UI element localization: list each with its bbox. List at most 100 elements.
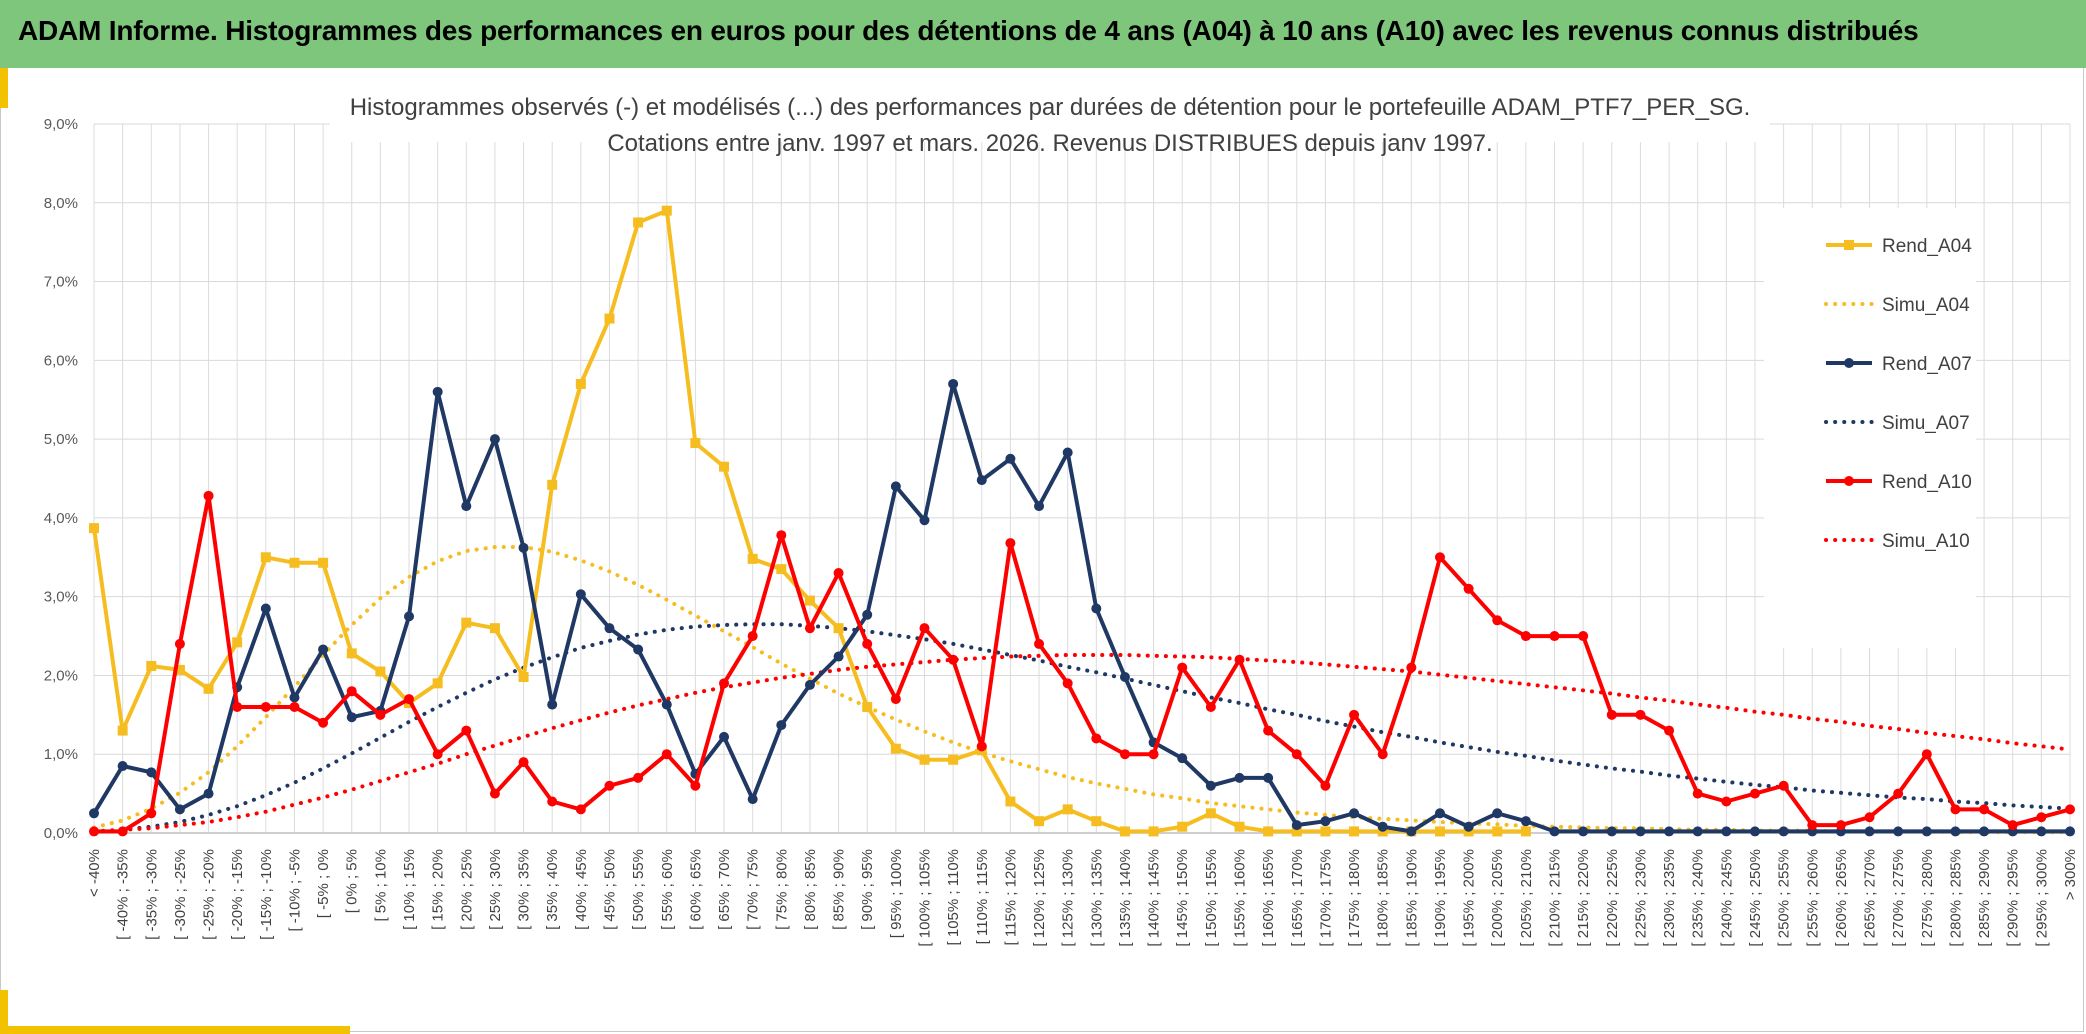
data-point-Rend_A04 [547,479,558,490]
data-point-Rend_A10 [1664,725,1675,736]
data-point-Rend_A04 [232,637,243,648]
data-point-Rend_A10 [1062,678,1073,689]
x-tick-label: [ 125% ; 130% [1060,849,1077,947]
data-point-Rend_A04 [289,557,300,568]
x-tick-label: [ -5% ; 0% [315,849,332,918]
data-point-Rend_A10 [1005,538,1016,549]
x-tick-label: [ 275% ; 280% [1919,849,1936,947]
data-point-Rend_A04 [174,664,185,675]
data-point-Rend_A10 [1520,631,1531,642]
data-point-Rend_A10 [489,788,500,799]
data-point-Rend_A04 [719,461,730,472]
y-tick-label: 6,0% [44,352,78,369]
x-tick-label: > 300% [2062,849,2079,900]
data-point-Rend_A10 [661,749,672,760]
series-line-Rend_A10 [94,493,2071,834]
data-point-Rend_A07 [1635,826,1646,837]
data-point-Rend_A07 [1549,826,1560,837]
legend: Rend_A04 Simu_A04 Rend_A07 Simu_A07 Rend_A10… [1764,208,1976,648]
data-point-Rend_A07 [1692,826,1703,837]
data-point-Rend_A10 [919,623,930,634]
data-point-Rend_A10 [1234,654,1245,665]
x-tick-label: [ 285% ; 290% [1976,849,1993,947]
legend-item-Rend_A04: Rend_A04 [1826,236,1972,257]
data-point-Rend_A10 [1463,583,1474,594]
x-tick-label: [ 80% ; 85% [802,849,819,930]
chart-title-line-2: Cotations entre janv. 1997 et mars. 2026… [607,130,1492,157]
data-point-Rend_A07 [890,481,901,492]
data-point-Rend_A04 [747,553,758,564]
x-tick-label: [ 220% ; 225% [1604,849,1621,947]
data-point-Rend_A07 [1205,780,1216,791]
data-point-Rend_A04 [203,683,214,694]
data-point-Rend_A10 [1721,796,1732,807]
data-point-Rend_A10 [1406,662,1417,673]
series-line-Simu_A04 [92,545,2072,835]
data-point-Rend_A04 [890,743,901,754]
x-tick-label: [ 250% ; 255% [1776,849,1793,947]
series-Simu_A04 [92,545,2072,835]
data-point-Rend_A10 [174,638,185,649]
data-point-Rend_A07 [518,542,529,553]
data-point-Rend_A10 [1950,804,1961,815]
y-tick-label: 9,0% [44,116,78,133]
data-point-Rend_A07 [1950,826,1961,837]
header-bar: ADAM Informe. Histogrammes des performan… [0,0,2086,68]
series-line-Simu_A07 [92,622,2072,834]
data-point-Rend_A10 [948,654,959,665]
x-tick-label: [ -40% ; -35% [115,849,132,940]
data-point-Rend_A07 [575,589,586,600]
data-point-Rend_A10 [633,772,644,783]
data-point-Rend_A04 [1177,821,1188,832]
data-point-Rend_A07 [1864,826,1875,837]
data-point-Rend_A07 [1062,447,1073,458]
data-point-Rend_A07 [1520,816,1531,827]
x-tick-label: [ 255% ; 260% [1804,849,1821,947]
x-tick-label: [ 40% ; 45% [573,849,590,930]
y-tick-label: 0,0% [44,825,78,842]
performance-histogram-chart: Histogrammes observés (-) et modélisés (… [44,86,2079,947]
data-point-Rend_A10 [117,826,128,837]
y-tick-label: 3,0% [44,589,78,606]
data-point-Rend_A04 [1263,826,1274,837]
data-point-Rend_A10 [1635,709,1646,720]
data-point-Rend_A07 [489,434,500,445]
data-point-Rend_A07 [1406,826,1417,837]
data-point-Rend_A07 [976,475,987,486]
data-point-Rend_A07 [919,515,930,526]
data-point-Rend_A07 [2065,826,2075,837]
x-tick-label: [ 30% ; 35% [516,849,533,930]
data-point-Rend_A07 [747,794,758,805]
series-Simu_A10 [92,653,2072,834]
x-tick-label: [ 90% ; 95% [859,849,876,930]
data-point-Rend_A07 [1320,816,1331,827]
data-point-Rend_A07 [1778,826,1789,837]
data-point-Rend_A10 [1263,725,1274,736]
x-tick-label: [ 225% ; 230% [1632,849,1649,947]
data-point-Rend_A04 [833,623,844,634]
data-point-Rend_A07 [174,804,185,815]
data-point-Rend_A07 [1263,772,1274,783]
data-point-Rend_A04 [1034,816,1045,827]
data-point-Rend_A04 [1148,826,1159,837]
data-point-Rend_A10 [1492,615,1503,626]
x-tick-label: [ -35% ; -30% [143,849,160,940]
x-tick-label: [ 205% ; 210% [1518,849,1535,947]
data-point-Rend_A10 [575,804,586,815]
x-tick-label: [ 170% ; 175% [1317,849,1334,947]
data-point-Rend_A04 [862,701,873,712]
data-point-Rend_A04 [1320,826,1331,837]
x-tick-label: [ 35% ; 40% [544,849,561,930]
x-tick-label: [ 60% ; 65% [687,849,704,930]
data-point-Rend_A07 [203,788,214,799]
x-tick-label: [ 70% ; 75% [745,849,762,930]
data-point-Rend_A07 [89,808,99,819]
data-point-Rend_A10 [1864,812,1875,823]
x-tick-label: [ -15% ; -10% [258,849,275,940]
data-point-Rend_A04 [318,557,329,568]
x-tick-label: [ 115% ; 120% [1002,849,1019,945]
data-point-Rend_A07 [1034,501,1045,512]
data-point-Rend_A07 [260,603,271,614]
data-point-Rend_A10 [89,826,99,837]
series-Rend_A04 [89,205,1531,837]
